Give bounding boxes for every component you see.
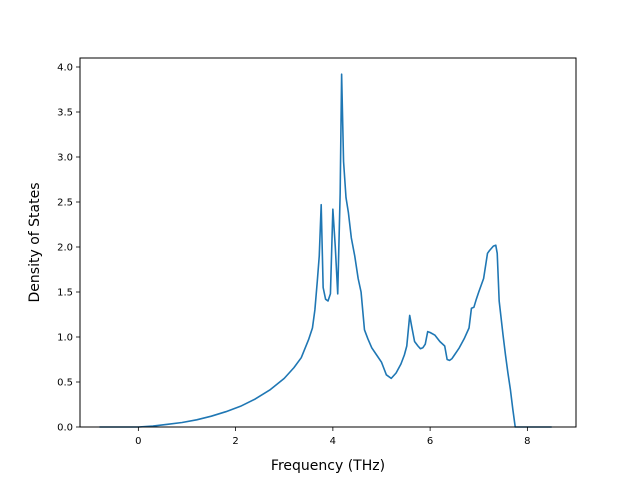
y-axis-ticks: 0.0 0.5 1.0 1.5 2.0 2.5 3.0 3.5 4.0: [57, 63, 80, 434]
y-tick-label: 0.0: [57, 423, 73, 434]
y-tick-label: 1.0: [57, 333, 73, 344]
y-tick-label: 2.5: [57, 198, 73, 209]
x-tick-label: 4: [330, 436, 336, 447]
x-tick-label: 0: [135, 436, 141, 447]
y-tick-label: 0.5: [57, 378, 73, 389]
y-axis-label: Density of States: [27, 183, 43, 303]
x-tick-label: 6: [427, 436, 433, 447]
y-tick-label: 3.5: [57, 108, 73, 119]
y-tick-label: 4.0: [57, 63, 73, 74]
x-axis-label: Frequency (THz): [271, 458, 385, 474]
y-tick-label: 2.0: [57, 243, 73, 254]
dos-series-line-0: [99, 73, 552, 428]
x-tick-label: 2: [232, 436, 238, 447]
y-tick-label: 3.0: [57, 153, 73, 164]
plot-frame: [79, 57, 577, 428]
x-axis-ticks: 0 2 4 6 8: [135, 427, 531, 447]
y-tick-label: 1.5: [57, 288, 73, 299]
x-tick-label: 8: [524, 436, 530, 447]
series-layer: [99, 73, 552, 428]
